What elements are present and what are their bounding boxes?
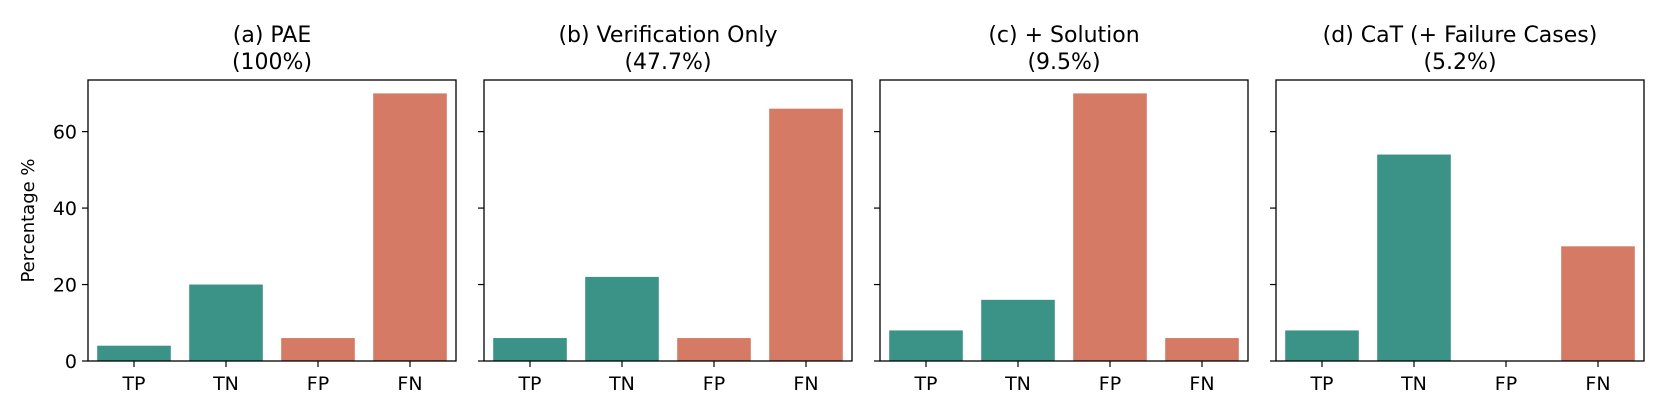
y-tick-label: 0 [65,351,77,373]
x-tick-label: TP [121,373,145,395]
y-tick-label: 20 [53,275,77,297]
x-tick-label: FN [1585,373,1610,395]
x-tick-label: FN [793,373,818,395]
bar-tn [981,299,1055,361]
x-tick-label: TN [1004,373,1031,395]
panel-subtitle: (47.7%) [624,50,711,75]
plot-frame [87,79,457,362]
bar-fn [1165,338,1239,361]
bar-fn [1561,246,1635,361]
x-tick-label: TN [1400,373,1427,395]
panel-subtitle: (100%) [232,50,312,75]
x-tick-label: TP [1309,373,1333,395]
bar-tn [1377,154,1451,361]
bar-fp [281,338,355,361]
x-tick-label: FP [307,373,329,395]
bar-fn [373,93,447,361]
y-tick-label: 40 [53,198,77,220]
panel-subtitle: (5.2%) [1423,50,1496,75]
x-tick-label: TP [517,373,541,395]
bar-fp [1073,93,1147,361]
panel-subtitle: (9.5%) [1027,50,1100,75]
bar-tp [889,330,963,361]
x-tick-label: FP [703,373,725,395]
x-tick-label: TN [212,373,239,395]
plot-frame [879,79,1249,362]
x-tick-label: FN [1189,373,1214,395]
x-tick-label: TN [608,373,635,395]
bar-fn [769,108,843,362]
bar-fp [677,338,751,361]
bar-tn [585,276,659,361]
chart-panel-2: (b) Verification Only(47.7%) TP TN FP FN [478,23,853,395]
panel-title: (b) Verification Only [558,23,777,48]
panel-title: (c) + Solution [988,23,1139,48]
x-tick-label: TP [913,373,937,395]
x-tick-label: FP [1495,373,1517,395]
panel-title: (d) CaT (+ Failure Cases) [1323,23,1598,48]
chart-panel-4: (d) CaT (+ Failure Cases)(5.2%) TP TN FP FN [1270,23,1645,395]
y-tick-label: 60 [53,122,77,144]
chart-panel-3: (c) + Solution(9.5%) TP TN FP FN [874,23,1249,395]
bar-tp [97,345,171,361]
panel-title: (a) PAE [233,23,311,48]
x-tick-label: FN [397,373,422,395]
x-tick-label: FP [1099,373,1121,395]
bar-tp [493,338,567,361]
plot-frame [483,79,853,362]
y-axis-label: Percentage % [18,158,39,282]
plot-frame [1275,79,1645,362]
chart-panel-1: (a) PAE(100%) TP TN FP FN 0 20 40 60 Percentage % [18,23,457,395]
bar-tn [189,284,263,361]
bar-tp [1285,330,1359,361]
